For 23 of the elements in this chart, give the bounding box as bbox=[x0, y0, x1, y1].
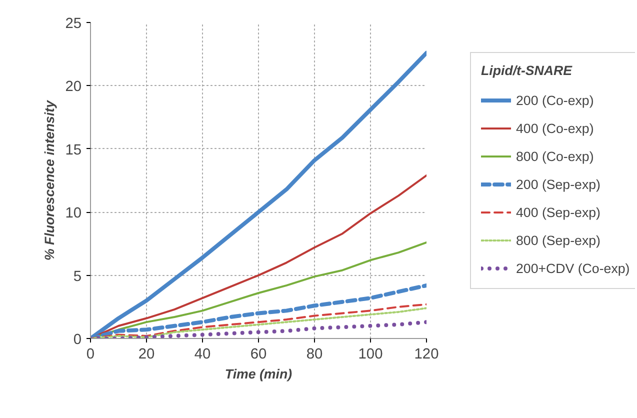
y-tick-label: 5 bbox=[73, 268, 82, 285]
x-tick-label: 80 bbox=[306, 346, 323, 362]
legend-label: 400 (Sep-exp) bbox=[516, 204, 600, 220]
legend-label: 800 (Co-exp) bbox=[516, 148, 594, 164]
x-tick-label: 40 bbox=[194, 346, 211, 362]
y-axis-title: % Fluorescence intensity bbox=[42, 100, 58, 260]
x-tick-label: 0 bbox=[86, 346, 95, 362]
y-tick-label: 25 bbox=[65, 16, 82, 32]
legend-label: 400 (Co-exp) bbox=[516, 120, 594, 136]
x-axis-title: Time (min) bbox=[224, 366, 293, 382]
y-tick-label: 20 bbox=[65, 79, 82, 96]
x-tick-label: 120 bbox=[414, 346, 439, 362]
y-tick-label: 10 bbox=[65, 206, 82, 222]
x-tick-label: 60 bbox=[250, 346, 267, 362]
legend-label: 200 (Co-exp) bbox=[516, 92, 594, 108]
legend-title: Lipid/t-SNARE bbox=[481, 63, 574, 78]
y-tick-label: 15 bbox=[65, 142, 82, 158]
legend-label: 200 (Sep-exp) bbox=[516, 176, 600, 192]
legend-label: 200+CDV (Co-exp) bbox=[516, 260, 630, 276]
y-tick-label: 0 bbox=[73, 332, 82, 348]
x-tick-label: 100 bbox=[358, 346, 383, 362]
legend-label: 800 (Sep-exp) bbox=[516, 232, 600, 248]
x-tick-label: 20 bbox=[138, 346, 155, 362]
